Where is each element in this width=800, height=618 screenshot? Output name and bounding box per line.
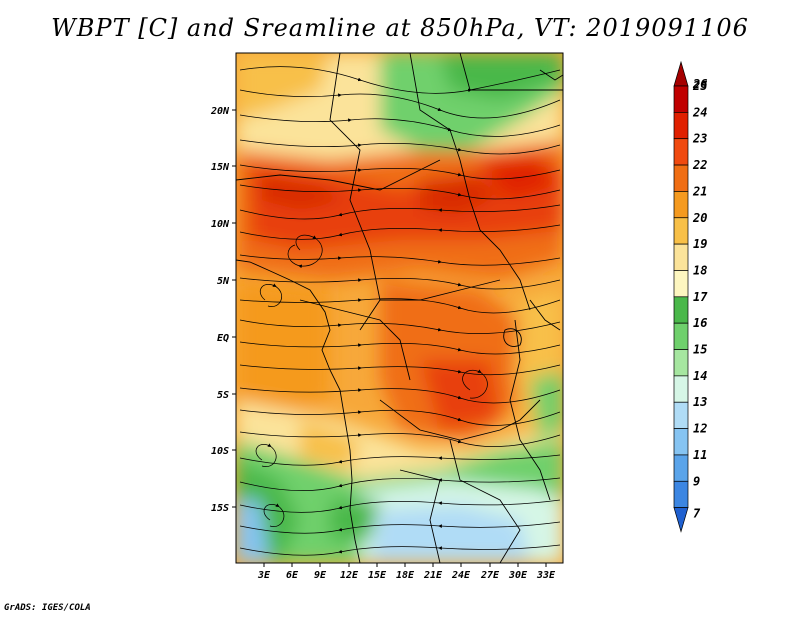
lon-label-33e: 33E — [536, 570, 556, 581]
colorbar-swatch — [673, 85, 689, 113]
lat-label-eq: EQ — [217, 333, 229, 344]
longitude-axis: 3E 6E 9E 12E 15E 18E 21E 24E 27E 30E 33E — [257, 563, 556, 581]
lon-label-6e: 6E — [286, 570, 299, 581]
lon-label-18e: 18E — [396, 570, 415, 581]
colorbar-label: 21 — [692, 184, 707, 198]
map-frame — [235, 52, 564, 564]
colorbar-label: 16 — [693, 316, 707, 330]
colorbar-label: 23 — [692, 132, 707, 146]
lat-label-20n: 20N — [210, 106, 230, 117]
colorbar-swatch — [673, 164, 689, 192]
colorbar-swatch — [673, 401, 689, 429]
colorbar-swatch — [673, 138, 689, 166]
lat-label-15n: 15N — [211, 162, 230, 173]
lon-label-9e: 9E — [314, 570, 327, 581]
colorbar-swatch — [673, 322, 689, 350]
colorbar-label: 20 — [692, 211, 707, 225]
lat-label-5n: 5N — [217, 276, 230, 287]
colorbar-swatch — [673, 112, 689, 140]
colorbar-label: 17 — [693, 290, 708, 304]
colorbar-label: 15 — [693, 343, 707, 357]
colorbar-swatch — [673, 270, 689, 298]
colorbar-label: 7 — [693, 507, 701, 521]
colorbar-swatch — [673, 375, 689, 403]
colorbar-label: 13 — [693, 395, 707, 409]
colorbar-label: 11 — [693, 448, 707, 462]
colorbar-swatch — [673, 349, 689, 377]
colorbar-swatch — [673, 428, 689, 456]
colorbar-swatch — [673, 296, 689, 324]
colorbar-swatch — [673, 191, 689, 219]
colorbar-top-arrow — [673, 60, 689, 87]
lon-label-24e: 24E — [451, 570, 471, 581]
colorbar-swatch — [673, 243, 689, 271]
colorbar-label: 12 — [693, 422, 707, 436]
colorbar-label: 18 — [693, 263, 707, 277]
colorbar-label: 26 — [692, 77, 707, 91]
grads-credit: GrADS: IGES/COLA — [4, 603, 91, 613]
lat-label-5s: 5S — [217, 390, 229, 401]
colorbar-label: 22 — [692, 158, 707, 172]
colorbar-label: 14 — [693, 369, 707, 383]
colorbar-label: 19 — [693, 237, 707, 251]
lon-label-15e: 15E — [368, 570, 387, 581]
colorbar-label: 25 — [692, 79, 707, 93]
lon-label-30e: 30E — [508, 570, 528, 581]
latitude-axis: 20N 15N 10N 5N EQ 5S 10S 15S — [210, 106, 236, 514]
lat-label-15s: 15S — [211, 503, 229, 514]
country-borders — [236, 53, 563, 563]
streamlines — [239, 66, 561, 556]
colorbar-swatch — [673, 480, 689, 508]
lat-label-10s: 10S — [211, 446, 229, 457]
wbpt-field — [236, 53, 563, 563]
colorbar-label: 24 — [692, 105, 707, 119]
colorbar-label: 9 — [693, 474, 700, 488]
lon-label-12e: 12E — [340, 570, 359, 581]
lat-label-10n: 10N — [211, 219, 230, 230]
colorbar-bottom-arrow — [673, 507, 689, 533]
map-title: WBPT [C] and Sreamline at 850hPa, VT: 20… — [51, 14, 749, 42]
lon-label-21e: 21E — [423, 570, 443, 581]
colorbar-swatch — [673, 454, 689, 482]
lon-label-3e: 3E — [257, 570, 271, 581]
lon-label-27e: 27E — [480, 570, 500, 581]
colorbar-swatch — [673, 217, 689, 245]
